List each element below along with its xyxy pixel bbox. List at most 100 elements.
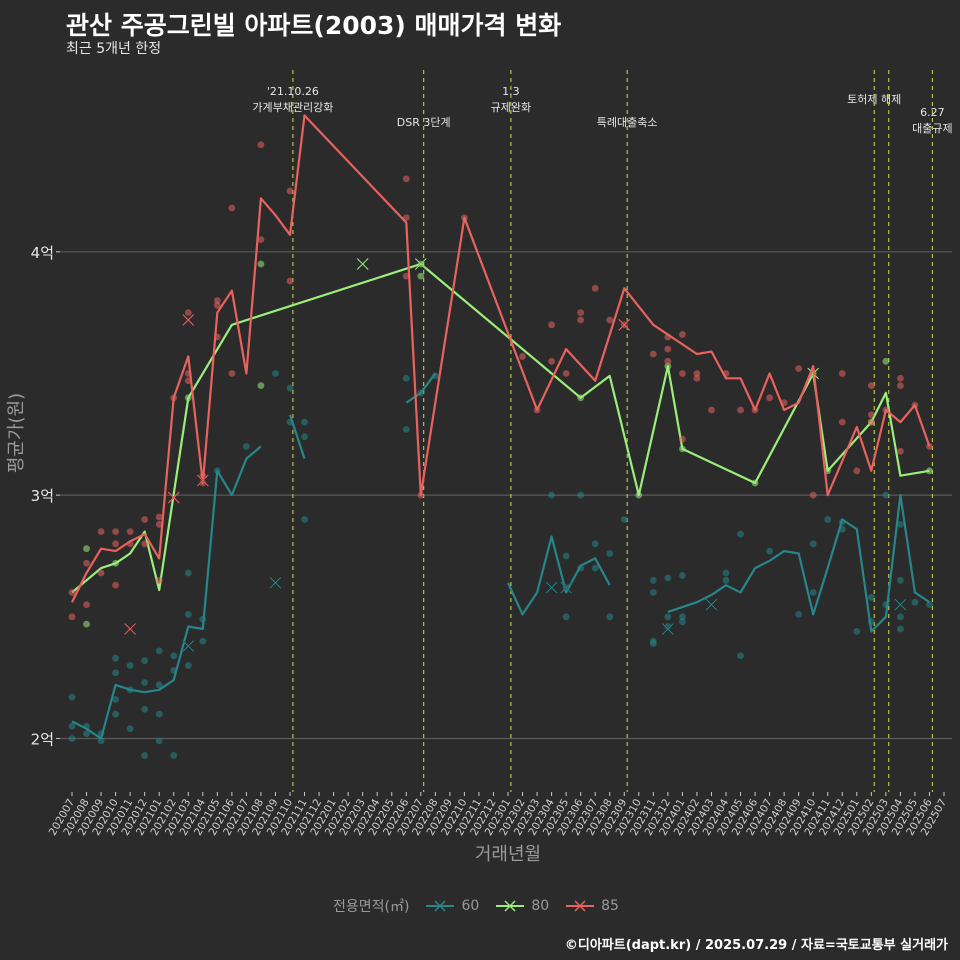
series-layer: [68, 114, 933, 759]
point-60: [911, 598, 919, 606]
legend-swatch-60: [426, 900, 455, 912]
point-60: [606, 613, 614, 621]
x-marker-stroke: [269, 576, 282, 589]
point-60: [243, 443, 250, 450]
event-label: 1.3: [502, 85, 520, 98]
point-60: [199, 637, 207, 645]
x-marker-60: [269, 576, 282, 589]
x-marker-stroke: [182, 314, 195, 326]
point-85: [548, 321, 555, 329]
legend-swatch-85: [566, 900, 595, 912]
series-line-60: [405, 372, 437, 404]
point-60: [737, 652, 744, 660]
point-85: [562, 370, 570, 377]
series-line-85: [71, 114, 931, 603]
event-label: 6.27: [920, 106, 945, 119]
point-60: [68, 735, 76, 742]
point-85: [897, 447, 904, 455]
x-marker-stroke: [560, 581, 573, 594]
point-60: [577, 491, 585, 499]
point-85: [112, 528, 119, 536]
point-60: [679, 613, 686, 621]
point-60: [112, 669, 119, 677]
x-axis-label: 거래년월: [475, 844, 541, 865]
point-85: [838, 418, 846, 426]
point-85: [286, 277, 294, 285]
point-60: [766, 547, 773, 555]
point-60: [112, 654, 119, 662]
point-60: [664, 574, 672, 582]
point-60: [141, 752, 149, 759]
series-line-60: [506, 535, 611, 616]
point-60: [83, 730, 90, 737]
point-85: [679, 370, 686, 377]
legend-item-60: 60: [425, 898, 479, 914]
x-marker-stroke: [705, 598, 718, 611]
point-60: [155, 710, 163, 718]
point-60: [562, 613, 570, 621]
legend-item-85: 85: [565, 898, 619, 914]
x-marker-80: [356, 257, 369, 270]
point-85: [708, 406, 715, 414]
x-marker-85: [124, 622, 137, 635]
point-85: [97, 569, 105, 577]
point-60: [606, 550, 614, 557]
point-85: [213, 301, 221, 309]
point-60: [737, 530, 744, 538]
series-line-60: [288, 414, 306, 459]
point-60: [301, 516, 308, 523]
x-axis: 2020072020082020092020102020112020122021…: [47, 792, 949, 838]
point-85: [519, 353, 526, 360]
y-tick-label: 2억: [31, 730, 54, 748]
point-60: [562, 552, 570, 560]
legend: 전용면적(㎡) 60 80 85: [0, 896, 960, 916]
point-60: [722, 576, 730, 584]
point-85: [606, 316, 614, 324]
point-60: [402, 374, 410, 382]
point-60: [155, 647, 163, 655]
point-85: [213, 297, 221, 304]
x-marker-60: [894, 598, 907, 611]
x-marker-60: [560, 581, 573, 594]
point-60: [301, 418, 308, 426]
point-60: [141, 657, 149, 664]
event-label: '21.10.26: [267, 85, 319, 98]
x-marker-stroke: [414, 258, 427, 270]
point-85: [286, 187, 294, 195]
point-85: [548, 357, 555, 365]
point-85: [867, 411, 875, 419]
point-85: [126, 528, 134, 536]
point-85: [83, 559, 90, 567]
point-60: [897, 520, 904, 528]
point-80: [83, 545, 90, 553]
x-marker-stroke: [894, 598, 907, 611]
x-marker-60: [182, 640, 195, 652]
legend-title: 전용면적(㎡): [333, 899, 410, 915]
point-85: [257, 236, 265, 244]
legend-swatch-80: [496, 900, 525, 912]
chart-title: 관산 주공그린빌 아파트(2003) 매매가격 변화: [66, 11, 562, 40]
legend-label-60: 60: [461, 898, 480, 914]
point-85: [693, 374, 701, 382]
point-60: [155, 737, 163, 745]
point-60: [809, 540, 817, 548]
y-tick-label: 4억: [31, 244, 54, 262]
point-60: [679, 572, 686, 579]
point-85: [853, 467, 861, 475]
point-60: [112, 696, 119, 703]
event-label: 대출규제: [912, 122, 952, 135]
point-60: [897, 576, 904, 584]
point-60: [926, 601, 933, 609]
point-85: [141, 516, 149, 523]
point-85: [141, 540, 149, 548]
point-80: [882, 357, 890, 365]
point-85: [809, 491, 817, 499]
point-85: [664, 357, 672, 365]
event-label: 가계부채관리강화: [252, 101, 333, 114]
point-85: [664, 345, 672, 353]
x-marker-stroke: [661, 623, 674, 635]
x-marker-60: [705, 598, 718, 611]
point-85: [68, 589, 76, 596]
